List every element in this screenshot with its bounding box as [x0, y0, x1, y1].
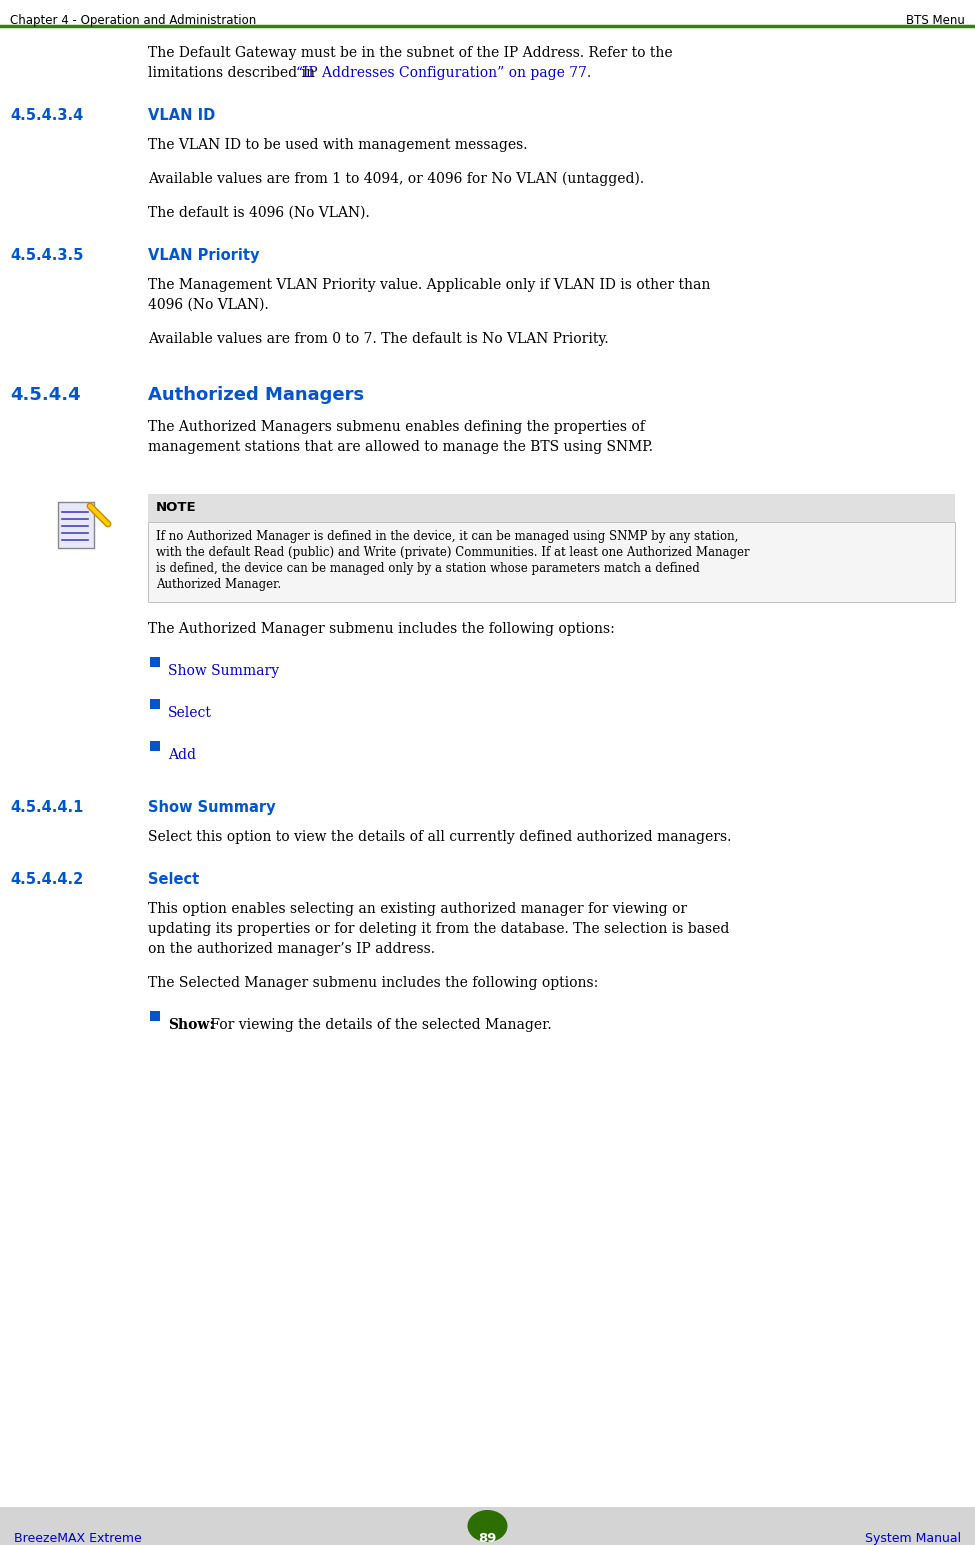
Text: management stations that are allowed to manage the BTS using SNMP.: management stations that are allowed to … — [148, 440, 653, 454]
FancyBboxPatch shape — [148, 494, 955, 522]
Text: Select: Select — [148, 871, 199, 887]
Text: Available values are from 0 to 7. The default is No VLAN Priority.: Available values are from 0 to 7. The de… — [148, 332, 608, 346]
Text: Available values are from 1 to 4094, or 4096 for No VLAN (untagged).: Available values are from 1 to 4094, or … — [148, 171, 644, 187]
Text: The Authorized Manager submenu includes the following options:: The Authorized Manager submenu includes … — [148, 623, 615, 637]
Text: The Default Gateway must be in the subnet of the IP Address. Refer to the: The Default Gateway must be in the subne… — [148, 46, 673, 60]
FancyBboxPatch shape — [150, 1010, 160, 1021]
Text: The Authorized Managers submenu enables defining the properties of: The Authorized Managers submenu enables … — [148, 420, 644, 434]
Text: The Selected Manager submenu includes the following options:: The Selected Manager submenu includes th… — [148, 976, 599, 990]
Text: For viewing the details of the selected Manager.: For viewing the details of the selected … — [206, 1018, 552, 1032]
FancyBboxPatch shape — [58, 502, 94, 548]
Text: 4.5.4.3.5: 4.5.4.3.5 — [10, 249, 84, 263]
Text: The Management VLAN Priority value. Applicable only if VLAN ID is other than: The Management VLAN Priority value. Appl… — [148, 278, 711, 292]
Ellipse shape — [467, 1509, 508, 1542]
Text: VLAN Priority: VLAN Priority — [148, 249, 259, 263]
Text: updating its properties or for deleting it from the database. The selection is b: updating its properties or for deleting … — [148, 922, 729, 936]
Text: The VLAN ID to be used with management messages.: The VLAN ID to be used with management m… — [148, 138, 527, 151]
Text: 4.5.4.4.1: 4.5.4.4.1 — [10, 800, 84, 816]
Text: This option enables selecting an existing authorized manager for viewing or: This option enables selecting an existin… — [148, 902, 687, 916]
Text: Authorized Manager.: Authorized Manager. — [156, 578, 281, 592]
Text: on the authorized manager’s IP address.: on the authorized manager’s IP address. — [148, 942, 435, 956]
FancyBboxPatch shape — [150, 698, 160, 709]
Text: BTS Menu: BTS Menu — [906, 14, 965, 26]
Text: VLAN ID: VLAN ID — [148, 108, 215, 124]
Text: NOTE: NOTE — [156, 501, 197, 514]
Text: BreezeMAX Extreme: BreezeMAX Extreme — [14, 1533, 141, 1545]
FancyBboxPatch shape — [150, 657, 160, 667]
FancyBboxPatch shape — [150, 742, 160, 751]
Text: System Manual: System Manual — [865, 1533, 961, 1545]
Text: Show:: Show: — [168, 1018, 214, 1032]
Text: “IP Addresses Configuration” on page 77.: “IP Addresses Configuration” on page 77. — [296, 66, 591, 80]
FancyBboxPatch shape — [148, 522, 955, 603]
Text: The default is 4096 (No VLAN).: The default is 4096 (No VLAN). — [148, 205, 370, 219]
Text: limitations described in: limitations described in — [148, 66, 320, 80]
Text: with the default Read (public) and Write (private) Communities. If at least one : with the default Read (public) and Write… — [156, 545, 750, 559]
Text: Select this option to view the details of all currently defined authorized manag: Select this option to view the details o… — [148, 830, 731, 844]
Text: If no Authorized Manager is defined in the device, it can be managed using SNMP : If no Authorized Manager is defined in t… — [156, 530, 738, 542]
Text: Add: Add — [168, 748, 196, 762]
Text: Authorized Managers: Authorized Managers — [148, 386, 364, 403]
Text: Show Summary: Show Summary — [168, 664, 279, 678]
FancyBboxPatch shape — [0, 1506, 975, 1545]
Text: 4.5.4.3.4: 4.5.4.3.4 — [10, 108, 83, 124]
Text: is defined, the device can be managed only by a station whose parameters match a: is defined, the device can be managed on… — [156, 562, 700, 575]
Text: Chapter 4 - Operation and Administration: Chapter 4 - Operation and Administration — [10, 14, 256, 26]
Text: 89: 89 — [479, 1533, 496, 1545]
Text: Show Summary: Show Summary — [148, 800, 276, 816]
Text: 4.5.4.4: 4.5.4.4 — [10, 386, 81, 403]
Text: 4096 (No VLAN).: 4096 (No VLAN). — [148, 298, 269, 312]
Text: Select: Select — [168, 706, 212, 720]
Text: 4.5.4.4.2: 4.5.4.4.2 — [10, 871, 83, 887]
